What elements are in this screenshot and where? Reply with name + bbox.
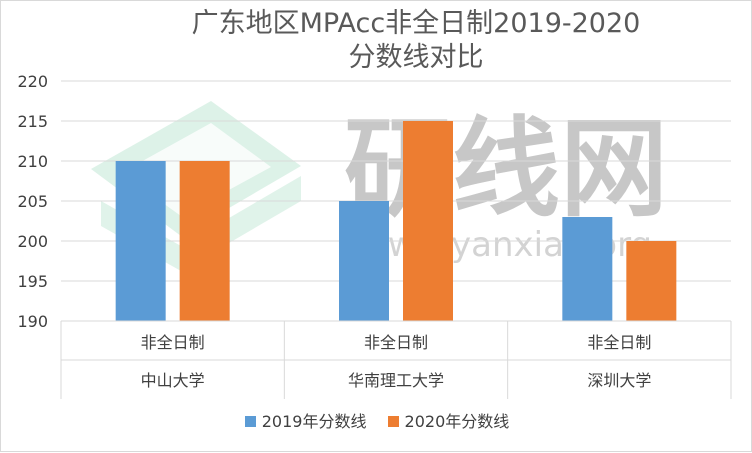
x-tick-label-school: 华南理工大学 <box>348 371 444 390</box>
bar <box>115 161 166 321</box>
legend-swatch-2020 <box>387 416 399 427</box>
bar <box>403 121 453 321</box>
x-tick-label-school: 中山大学 <box>141 371 205 390</box>
legend: 2019年分数线 2020年分数线 <box>1 408 752 432</box>
chart-title-line2: 分数线对比 <box>348 42 484 73</box>
x-tick-label-program: 非全日制 <box>141 333 205 352</box>
bar <box>562 217 613 321</box>
bar <box>179 161 230 321</box>
watermark-text: 研线网 <box>344 107 668 232</box>
y-tick-label: 215 <box>17 112 48 131</box>
legend-item-2020: 2020年分数线 <box>387 408 510 432</box>
x-tick-label-program: 非全日制 <box>587 333 651 352</box>
y-tick-label: 195 <box>17 272 48 291</box>
y-tick-label: 190 <box>17 312 48 331</box>
legend-swatch-2019 <box>244 416 256 427</box>
legend-item-2019: 2019年分数线 <box>244 408 367 432</box>
x-tick-label-program: 非全日制 <box>364 333 428 352</box>
y-tick-label: 210 <box>17 152 48 171</box>
legend-label-2019: 2019年分数线 <box>261 412 367 431</box>
x-tick-label-school: 深圳大学 <box>587 371 651 390</box>
legend-label-2020: 2020年分数线 <box>404 412 510 431</box>
y-tick-label: 205 <box>17 192 48 211</box>
bar <box>339 201 389 321</box>
y-tick-label: 200 <box>17 232 48 251</box>
chart-title-line1: 广东地区MPAcc非全日制2019-2020 <box>191 8 641 39</box>
bar <box>626 241 677 321</box>
y-tick-label: 220 <box>17 72 48 91</box>
chart-title: 广东地区MPAcc非全日制2019-2020 分数线对比 <box>1 7 752 75</box>
